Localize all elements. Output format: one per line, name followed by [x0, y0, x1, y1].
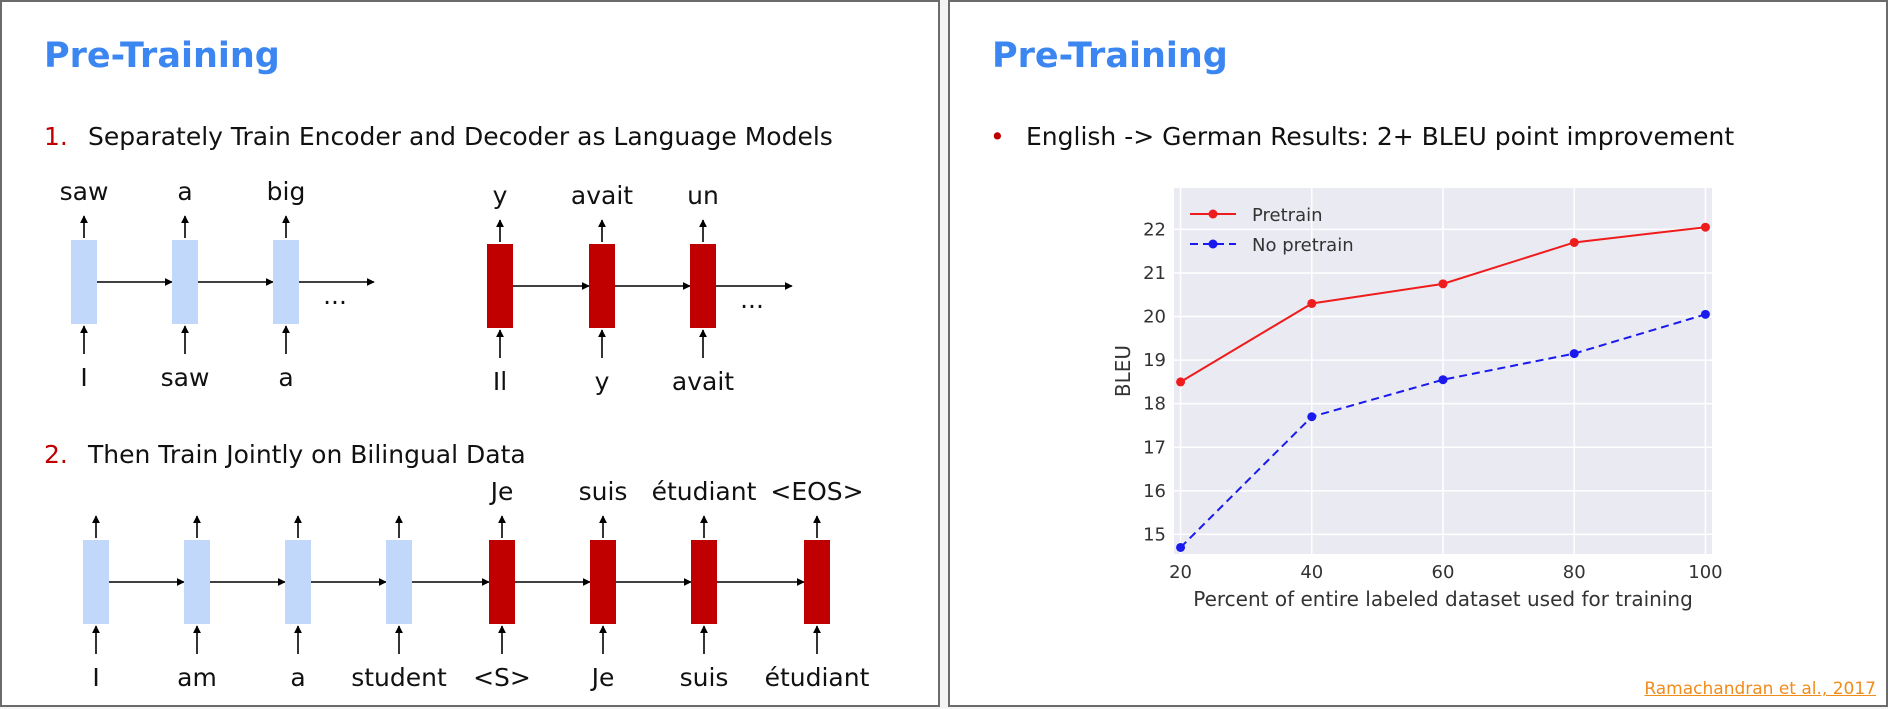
y-tick-label: 22 [1143, 219, 1166, 240]
slide-left: Pre-Training 1. Separately Train Encoder … [0, 0, 940, 707]
citation-link[interactable]: Ramachandran et al., 2017 [1644, 679, 1876, 699]
step-2-text: Then Train Jointly on Bilingual Data [88, 440, 526, 469]
legend-label: No pretrain [1252, 235, 1354, 256]
x-tick-label: 100 [1688, 562, 1722, 583]
series-0-point [1700, 222, 1710, 232]
encoder-lm-input-token: saw [161, 363, 210, 392]
x-tick-label: 60 [1432, 562, 1455, 583]
slide-title: Pre-Training [992, 36, 1228, 76]
joint-input-token: am [177, 663, 217, 692]
legend-label: Pretrain [1252, 205, 1323, 226]
decoder-lm-cell [690, 244, 716, 328]
decoder-lm-cell [487, 244, 513, 328]
x-axis-label: Percent of entire labeled dataset used f… [1193, 587, 1693, 611]
decoder-lm-input-token: Il [493, 367, 507, 396]
series-line-1 [1179, 313, 1706, 549]
series-1-point [1438, 375, 1448, 385]
joint-cell [691, 540, 717, 624]
encoder-lm-cell [273, 240, 299, 324]
joint-cell [804, 540, 830, 624]
step-2: 2. Then Train Jointly on Bilingual Data [44, 440, 526, 469]
y-tick-label: 15 [1143, 524, 1166, 545]
joint-input-token: a [290, 663, 305, 692]
decoder-lm-input-token: avait [672, 367, 734, 396]
joint-input-token: <S> [473, 663, 531, 692]
series-1-point [1307, 412, 1317, 422]
joint-output-token: Je [489, 477, 514, 506]
y-axis-label: BLEU [1111, 345, 1135, 397]
joint-cell [386, 540, 412, 624]
joint-output-token: <EOS> [770, 477, 863, 506]
joint-cell [489, 540, 515, 624]
x-tick-label: 20 [1169, 562, 1192, 583]
legend-marker [1208, 239, 1218, 249]
result-bullet: • English -> German Results: 2+ BLEU poin… [990, 122, 1734, 151]
joint-cell [83, 540, 109, 624]
encoder-lm-output-token: a [177, 177, 192, 206]
result-text: English -> German Results: 2+ BLEU point… [1026, 122, 1735, 151]
step-1: 1. Separately Train Encoder and Decoder a… [44, 122, 833, 151]
joint-input-token: Je [590, 663, 615, 692]
y-tick-label: 17 [1143, 437, 1166, 458]
slide-title: Pre-Training [44, 36, 280, 76]
series-1-point [1569, 349, 1579, 359]
step-1-number: 1. [44, 122, 68, 151]
encoder-lm-cell [71, 240, 97, 324]
encoder-lm-input-token: a [278, 363, 293, 392]
y-tick-label: 16 [1143, 481, 1166, 502]
series-0-point [1438, 279, 1448, 289]
series-1-point [1700, 309, 1710, 319]
series-0-point [1307, 298, 1317, 308]
y-tick-label: 21 [1143, 263, 1166, 284]
x-tick-label: 40 [1300, 562, 1323, 583]
encoder-lm-input-token: I [80, 363, 87, 392]
decoder-lm-output-token: avait [571, 181, 633, 210]
joint-output-token: suis [579, 477, 628, 506]
encoder-lm-output-token: saw [60, 177, 109, 206]
decoder-lm-cell [589, 244, 615, 328]
legend-marker [1208, 209, 1218, 219]
bullet-icon: • [990, 122, 1005, 151]
joint-input-token: suis [680, 663, 729, 692]
encoder-lm-output-token: big [267, 177, 306, 206]
series-1-point [1176, 542, 1186, 552]
decoder-lm-input-token: y [595, 367, 610, 396]
joint-input-token: I [92, 663, 99, 692]
joint-input-token: étudiant [765, 663, 870, 692]
decoder-lm-output-token: y [493, 181, 508, 210]
y-tick-label: 20 [1143, 307, 1166, 328]
y-tick-label: 18 [1143, 394, 1166, 415]
step-2-number: 2. [44, 440, 68, 469]
y-tick-label: 19 [1143, 350, 1166, 371]
step-1-text: Separately Train Encoder and Decoder as … [88, 122, 833, 151]
series-0-point [1569, 237, 1579, 247]
joint-cell [285, 540, 311, 624]
encoder-lm-cell [172, 240, 198, 324]
bleu-chart: 20 40 60 80 100 15 16 17 18 19 20 21 22 Percent of en… [1111, 188, 1723, 611]
encoder-lm-ellipsis: ... [323, 281, 347, 310]
joint-output-token: étudiant [652, 477, 757, 506]
x-tick-label: 80 [1563, 562, 1586, 583]
decoder-lm-ellipsis: ... [740, 285, 764, 314]
joint-cell [590, 540, 616, 624]
decoder-lm-output-token: un [687, 181, 719, 210]
joint-input-token: student [351, 663, 447, 692]
joint-cell [184, 540, 210, 624]
slide-right: Pre-Training • English -> German Results:… [948, 0, 1888, 707]
series-0-point [1176, 377, 1186, 387]
